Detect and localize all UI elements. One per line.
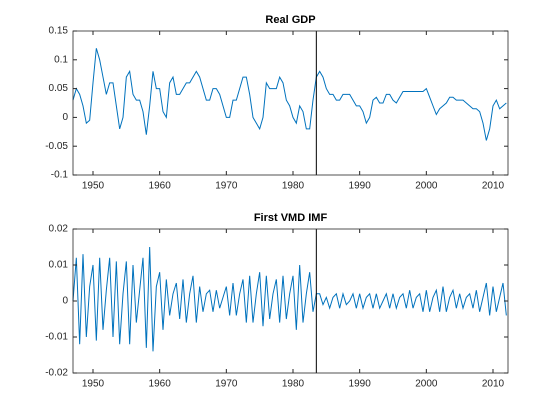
y-tick-label: -0.01 <box>45 332 68 343</box>
x-tick-label: 2000 <box>415 181 438 192</box>
y-tick-label: -0.1 <box>51 170 69 181</box>
y-tick-label: 0 <box>62 296 68 307</box>
x-tick-label: 1990 <box>349 379 372 390</box>
x-tick-label: 1970 <box>215 181 238 192</box>
y-tick-label: -0.02 <box>45 368 68 379</box>
x-tick-label: 1950 <box>82 181 105 192</box>
x-tick-label: 2010 <box>482 181 505 192</box>
x-tick-label: 1970 <box>215 379 238 390</box>
axes-box <box>72 30 509 176</box>
x-tick-label: 1990 <box>349 181 372 192</box>
y-tick-label: 0.1 <box>54 54 68 65</box>
y-tick-label: 0.02 <box>49 224 69 235</box>
x-tick-label: 1980 <box>282 181 305 192</box>
x-tick-label: 1960 <box>149 181 172 192</box>
chart-title: Real GDP <box>265 14 315 26</box>
chart-title: First VMD IMF <box>254 212 328 224</box>
y-tick-label: 0.15 <box>49 26 69 37</box>
y-tick-label: 0.05 <box>49 83 69 94</box>
axes-background <box>73 229 508 373</box>
y-tick-label: -0.05 <box>45 141 68 152</box>
data-line <box>72 246 507 352</box>
y-tick-label: 0 <box>62 112 68 123</box>
x-tick-label: 2010 <box>482 379 505 390</box>
axes-background <box>73 31 508 175</box>
x-tick-label: 1950 <box>82 379 105 390</box>
x-tick-label: 1980 <box>282 379 305 390</box>
y-tick-label: 0.01 <box>49 260 69 271</box>
x-tick-label: 1960 <box>149 379 172 390</box>
data-line <box>72 48 507 141</box>
x-tick-label: 2000 <box>415 379 438 390</box>
